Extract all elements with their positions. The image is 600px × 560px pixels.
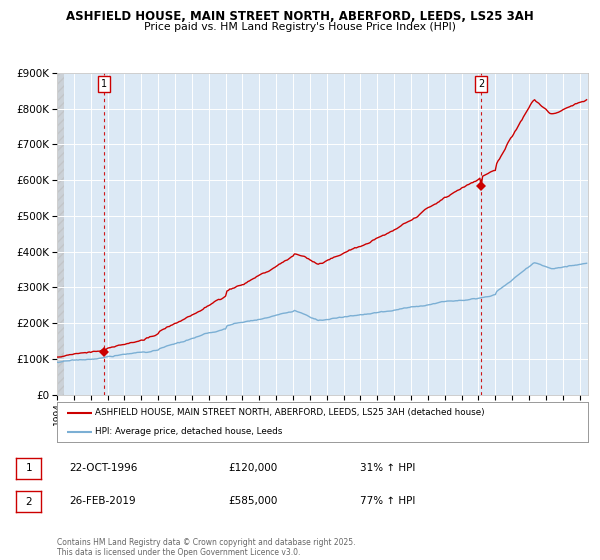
Text: 77% ↑ HPI: 77% ↑ HPI [360,496,415,506]
Text: 2: 2 [478,79,484,89]
Text: 1: 1 [101,79,107,89]
Text: £585,000: £585,000 [228,496,277,506]
Text: 1: 1 [25,463,32,473]
Text: ASHFIELD HOUSE, MAIN STREET NORTH, ABERFORD, LEEDS, LS25 3AH (detached house): ASHFIELD HOUSE, MAIN STREET NORTH, ABERF… [95,408,485,417]
Text: 26-FEB-2019: 26-FEB-2019 [69,496,136,506]
Text: 22-OCT-1996: 22-OCT-1996 [69,463,137,473]
Text: 2: 2 [25,497,32,507]
Text: £120,000: £120,000 [228,463,277,473]
Text: HPI: Average price, detached house, Leeds: HPI: Average price, detached house, Leed… [95,427,283,436]
Text: Price paid vs. HM Land Registry's House Price Index (HPI): Price paid vs. HM Land Registry's House … [144,22,456,32]
Text: 31% ↑ HPI: 31% ↑ HPI [360,463,415,473]
Text: ASHFIELD HOUSE, MAIN STREET NORTH, ABERFORD, LEEDS, LS25 3AH: ASHFIELD HOUSE, MAIN STREET NORTH, ABERF… [66,10,534,23]
Text: Contains HM Land Registry data © Crown copyright and database right 2025.: Contains HM Land Registry data © Crown c… [57,538,355,547]
Text: This data is licensed under the Open Government Licence v3.0.: This data is licensed under the Open Gov… [57,548,301,557]
